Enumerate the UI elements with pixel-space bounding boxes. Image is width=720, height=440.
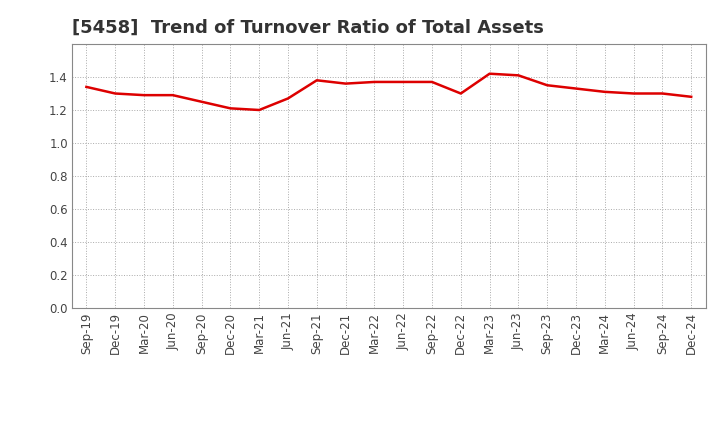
- Text: [5458]  Trend of Turnover Ratio of Total Assets: [5458] Trend of Turnover Ratio of Total …: [72, 19, 544, 37]
